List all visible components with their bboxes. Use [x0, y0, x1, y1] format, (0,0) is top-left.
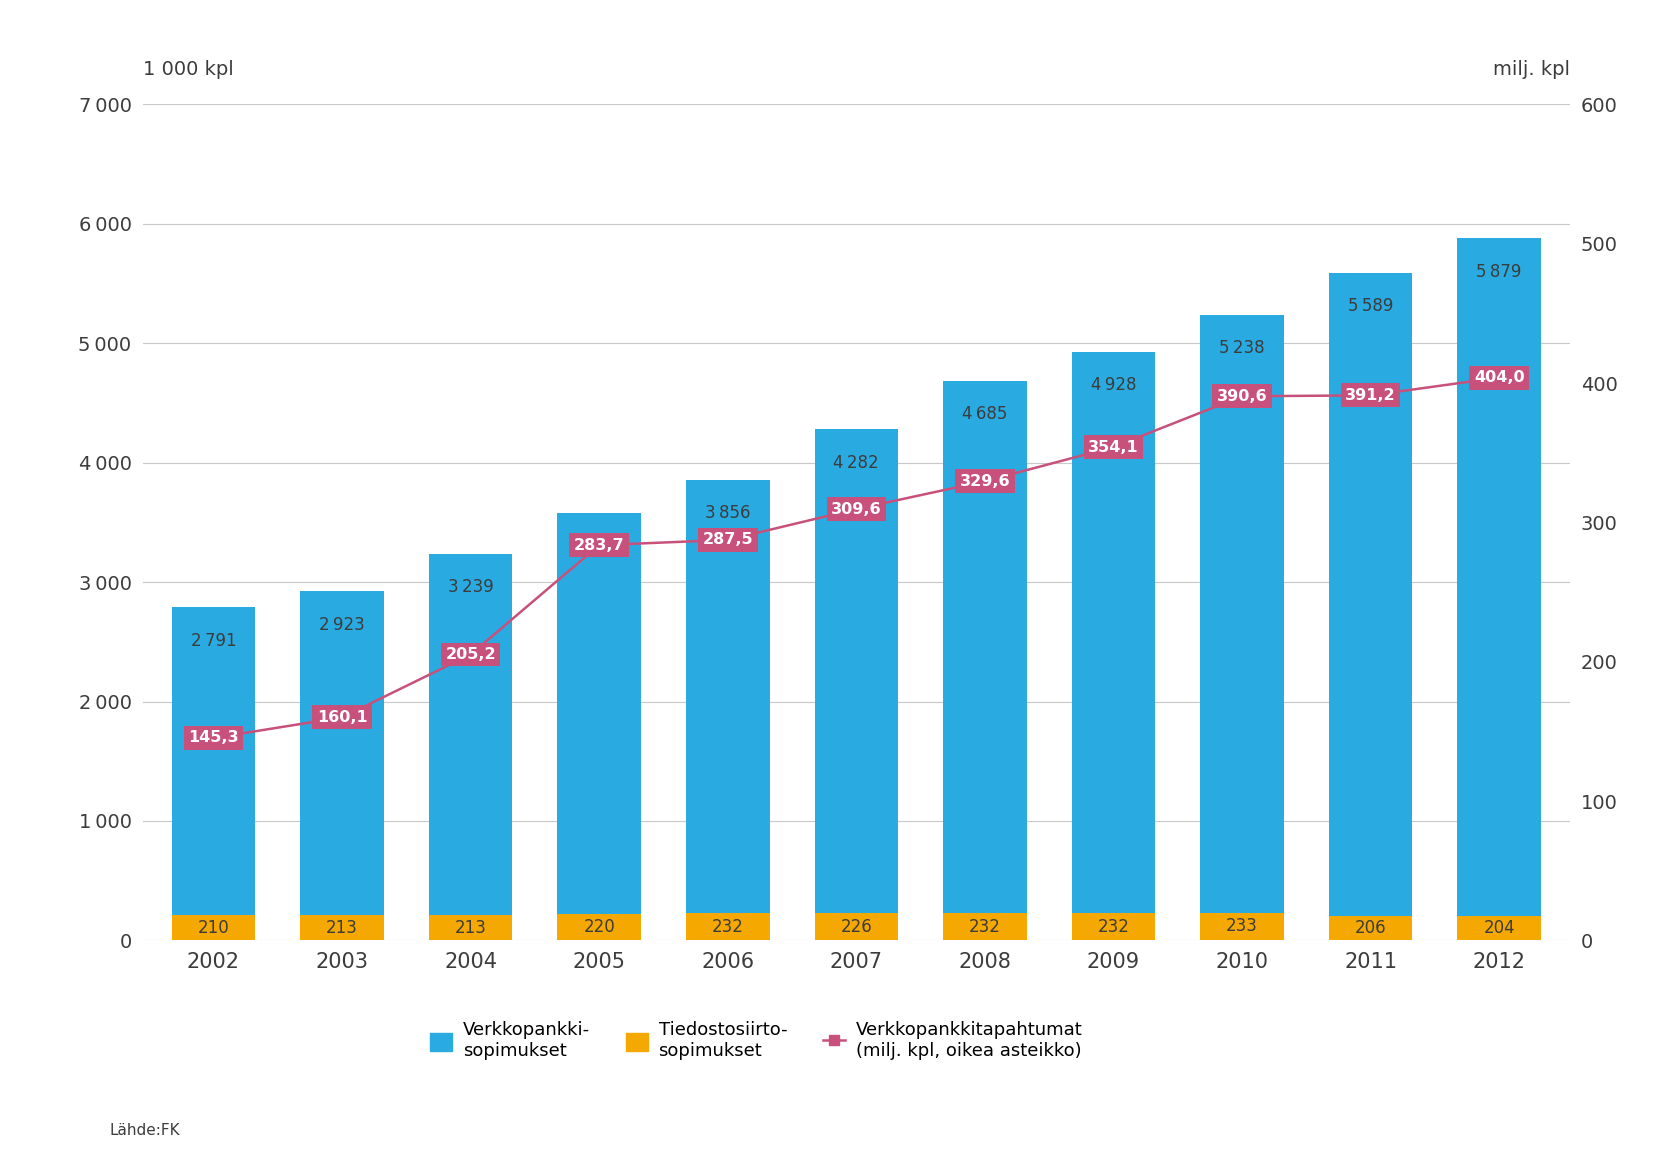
Bar [1328, 916, 1412, 940]
Text: 1 000 kpl: 1 000 kpl [143, 60, 233, 79]
Text: Lähde:FK: Lähde:FK [109, 1124, 180, 1139]
Bar [1071, 352, 1155, 940]
Text: 4 282: 4 282 [833, 454, 880, 471]
Bar [171, 915, 255, 940]
Bar [428, 915, 512, 940]
Bar [1200, 315, 1284, 940]
Text: 213: 213 [455, 918, 487, 937]
Bar [557, 914, 641, 940]
Text: 145,3: 145,3 [188, 730, 238, 745]
Text: 226: 226 [841, 918, 871, 936]
Bar [814, 914, 898, 940]
Bar [428, 554, 512, 940]
Text: 3 239: 3 239 [448, 578, 494, 596]
Text: 210: 210 [198, 918, 230, 937]
Text: 3 579: 3 579 [576, 538, 621, 555]
Text: 283,7: 283,7 [574, 538, 625, 553]
Bar [1071, 913, 1155, 940]
Bar [301, 591, 384, 940]
Text: 213: 213 [326, 918, 358, 937]
Text: 2 791: 2 791 [191, 632, 237, 649]
Legend: Verkkopankki-
sopimukset, Tiedostosiirto-
sopimukset, Verkkopankkitapahtumat
(mi: Verkkopankki- sopimukset, Tiedostosiirto… [421, 1012, 1091, 1069]
Text: 2 923: 2 923 [319, 615, 364, 634]
Text: 233: 233 [1226, 917, 1258, 936]
Text: 206: 206 [1355, 920, 1387, 937]
Text: 390,6: 390,6 [1217, 389, 1268, 404]
Text: 309,6: 309,6 [831, 502, 881, 517]
Text: 391,2: 391,2 [1345, 388, 1395, 403]
Bar [1457, 238, 1541, 940]
Text: 287,5: 287,5 [702, 533, 752, 547]
Text: 354,1: 354,1 [1088, 440, 1138, 455]
Bar [171, 607, 255, 940]
Bar [687, 479, 769, 940]
Bar [687, 913, 769, 940]
Bar [944, 381, 1026, 940]
Text: 5 589: 5 589 [1348, 297, 1394, 316]
Text: 204: 204 [1483, 920, 1514, 937]
Bar [557, 513, 641, 940]
Bar [1328, 273, 1412, 940]
Bar [814, 430, 898, 940]
Text: 232: 232 [1098, 917, 1130, 936]
Text: 404,0: 404,0 [1474, 370, 1525, 385]
Text: 205,2: 205,2 [445, 647, 495, 662]
Text: 5 238: 5 238 [1219, 339, 1264, 358]
Text: 4 685: 4 685 [962, 405, 1007, 424]
Bar [1457, 916, 1541, 940]
Text: 329,6: 329,6 [960, 474, 1011, 489]
Bar [944, 913, 1026, 940]
Bar [1200, 913, 1284, 940]
Bar [301, 915, 384, 940]
Text: 232: 232 [969, 917, 1001, 936]
Text: 3 856: 3 856 [705, 504, 751, 522]
Text: 220: 220 [583, 918, 615, 936]
Text: 4 928: 4 928 [1091, 376, 1137, 395]
Text: 232: 232 [712, 917, 744, 936]
Text: milj. kpl: milj. kpl [1493, 60, 1570, 79]
Text: 160,1: 160,1 [317, 709, 368, 724]
Text: 5 879: 5 879 [1476, 262, 1521, 281]
